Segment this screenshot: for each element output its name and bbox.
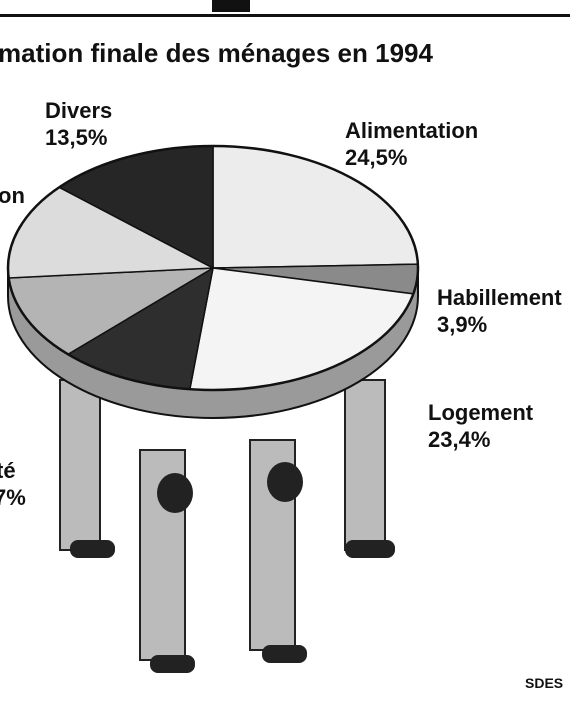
slice-label: Alimentation — [345, 118, 478, 143]
slice-value: 23,4% — [428, 427, 490, 452]
source: SDES — [525, 675, 563, 691]
coin — [8, 146, 418, 418]
chart: mation finale des ménages en 1994 SDES A… — [0, 0, 570, 704]
figures — [60, 380, 395, 673]
slice-label: Habillement — [437, 285, 562, 310]
chart-title: mation finale des ménages en 1994 — [0, 38, 433, 68]
cropped-label: té — [0, 458, 16, 483]
slice-label: Logement — [428, 400, 534, 425]
cropped-label: 7% — [0, 485, 26, 510]
slice-value: 24,5% — [345, 145, 407, 170]
slice-value: 13,5% — [45, 125, 107, 150]
slice-value: 3,9% — [437, 312, 487, 337]
cropped-label: on — [0, 183, 25, 208]
header-mark — [212, 0, 250, 12]
top-rule — [0, 14, 570, 17]
slice-label: Divers — [45, 98, 112, 123]
